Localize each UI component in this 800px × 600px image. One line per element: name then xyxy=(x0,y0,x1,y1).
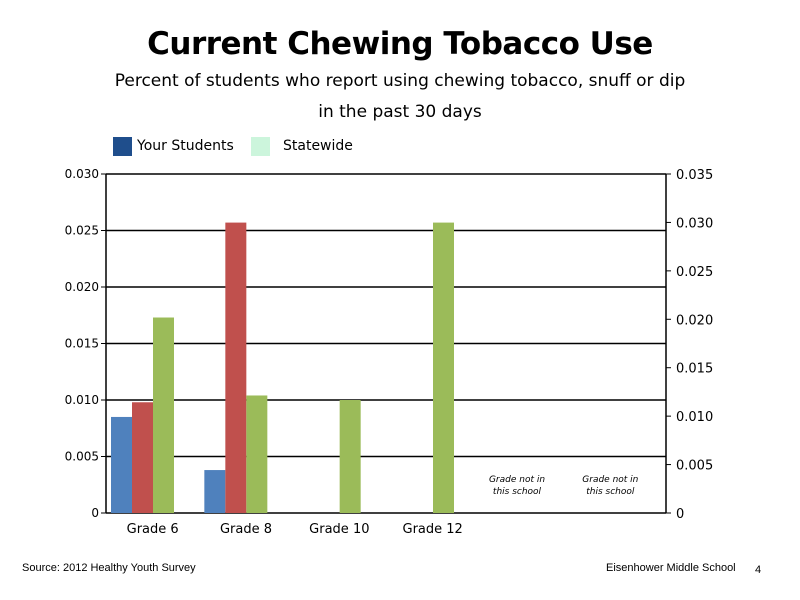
school-name: Eisenhower Middle School xyxy=(606,562,736,574)
legend-swatch-statewide xyxy=(251,137,270,156)
x-axis-category-label: Grade 12 xyxy=(403,522,463,537)
legend-swatch-your-students xyxy=(113,137,132,156)
chart-title: Current Chewing Tobacco Use xyxy=(147,26,653,62)
bar-grade-6-series-2 xyxy=(132,402,153,513)
annotation-grade-not-in-school: Grade not in xyxy=(582,475,638,485)
left-axis-tick-label: 0.025 xyxy=(65,224,99,238)
right-axis-tick-label: 0.015 xyxy=(676,362,713,377)
left-axis-tick-label: 0 xyxy=(91,506,99,520)
page-number: 4 xyxy=(755,564,762,576)
left-axis-tick-label: 0.010 xyxy=(65,393,99,407)
chart-subtitle: Percent of students who report using che… xyxy=(0,66,800,128)
bar-grade-8-series-1 xyxy=(204,470,226,513)
bar-grade-8-series-2 xyxy=(225,222,247,513)
legend-label-your-students: Your Students xyxy=(137,138,234,154)
x-axis-category-label: Grade 8 xyxy=(220,522,272,537)
subtitle-line-1: Percent of students who report using che… xyxy=(114,71,686,91)
x-axis-category-label: Grade 10 xyxy=(309,522,369,537)
annotation-grade-not-in-school: Grade not in xyxy=(489,475,545,485)
left-axis-tick-label: 0.030 xyxy=(65,167,99,181)
left-axis-tick-label: 0.015 xyxy=(65,337,99,351)
legend-label-statewide: Statewide xyxy=(283,138,353,154)
left-axis-tick-label: 0.005 xyxy=(65,450,99,464)
subtitle-line-2: in the past 30 days xyxy=(318,102,482,122)
right-axis-tick-label: 0.035 xyxy=(676,168,713,183)
right-axis-tick-label: 0.025 xyxy=(676,265,713,280)
right-axis-tick-label: 0.020 xyxy=(676,313,713,328)
bar-grade-6-series-3 xyxy=(153,317,174,513)
bar-grade-12-series-3 xyxy=(433,222,454,513)
right-axis-tick-label: 0.030 xyxy=(676,216,713,231)
bar-grade-6-series-1 xyxy=(111,416,132,513)
source-note: Source: 2012 Healthy Youth Survey xyxy=(22,562,196,574)
annotation-grade-not-in-school: this school xyxy=(586,487,635,497)
left-axis-tick-label: 0.020 xyxy=(65,280,99,294)
x-axis-category-label: Grade 6 xyxy=(127,522,179,537)
right-axis-tick-label: 0 xyxy=(676,507,684,522)
bar-grade-8-series-3 xyxy=(246,395,268,513)
right-axis-tick-label: 0.005 xyxy=(676,459,713,474)
annotation-grade-not-in-school: this school xyxy=(493,487,542,497)
right-axis-tick-label: 0.010 xyxy=(676,410,713,425)
bar-grade-10-series-3 xyxy=(339,400,361,513)
